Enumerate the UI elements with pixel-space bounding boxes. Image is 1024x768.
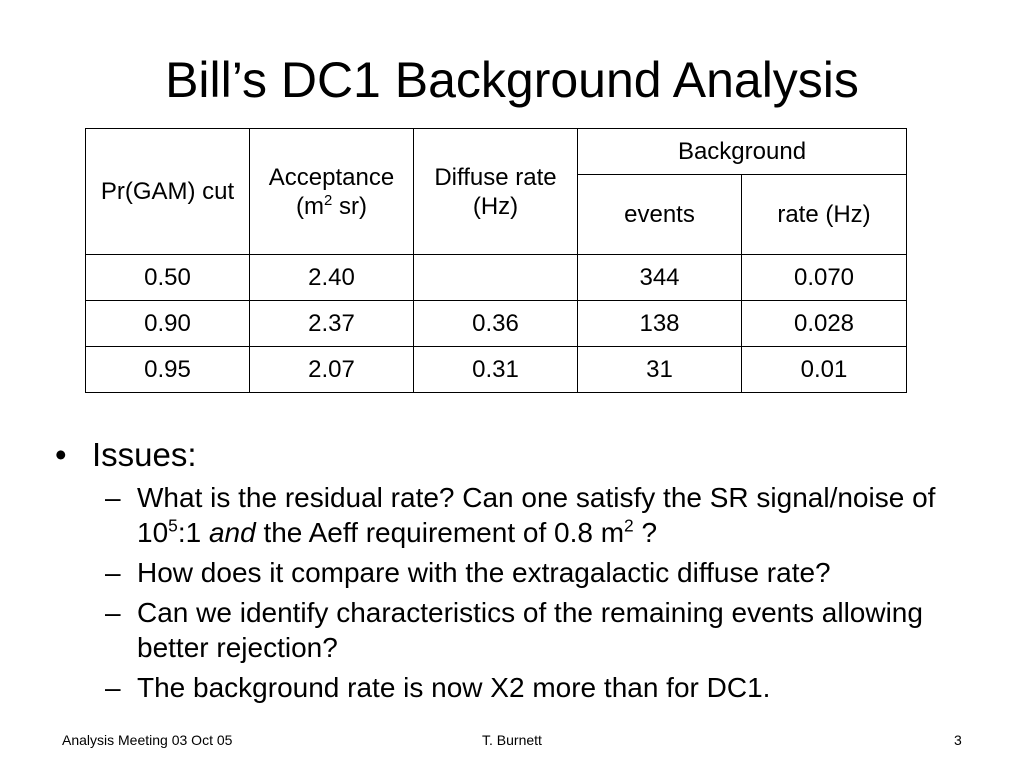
sub-bullet-line: – What is the residual rate? Can one sat… — [0, 480, 1024, 515]
header-acceptance-line2: (m2 sr) — [250, 192, 413, 221]
sub-bullet-background-rate: – The background rate is now X2 more tha… — [0, 670, 1024, 705]
table-row: 0.95 2.07 0.31 31 0.01 — [85, 346, 907, 393]
dash-marker: – — [105, 672, 121, 703]
cell-rate: 0.070 — [741, 254, 907, 301]
dash-marker: – — [105, 597, 121, 628]
cell-acceptance: 2.37 — [249, 300, 414, 347]
header-diffuse: Diffuse rate (Hz) — [413, 128, 578, 255]
footer-page-number: 3 — [954, 732, 962, 748]
header-events-label: events — [624, 201, 695, 228]
area-exponent: 2 — [624, 515, 634, 536]
cell-events: 31 — [577, 346, 742, 393]
cell-cut: 0.90 — [85, 300, 250, 347]
sub-bullet-text: The background rate is now X2 more than … — [137, 672, 771, 703]
sub-bullet-line: – Can we identify characteristics of the… — [0, 595, 1024, 630]
cell-cut: 0.95 — [85, 346, 250, 393]
header-acceptance: Acceptance (m2 sr) — [249, 128, 414, 255]
question-end: ? — [633, 517, 658, 548]
header-cut: Pr(GAM) cut — [85, 128, 250, 255]
cell-diffuse — [413, 254, 578, 301]
footer-meeting: Analysis Meeting 03 Oct 05 — [62, 732, 233, 748]
bullet-marker: • — [55, 436, 67, 473]
table-row: 0.50 2.40 344 0.070 — [85, 254, 907, 301]
header-acceptance-exponent: 2 — [324, 192, 333, 209]
header-cut-label: Pr(GAM) cut — [100, 178, 235, 205]
sub-bullet-text: How does it compare with the extragalact… — [137, 557, 831, 588]
sub-bullet-characteristics: – Can we identify characteristics of the… — [0, 595, 1024, 665]
sub-bullet-text: Can we identify characteristics of the r… — [137, 597, 923, 628]
header-rate-label: rate (Hz) — [777, 201, 871, 228]
header-rate: rate (Hz) — [741, 174, 907, 255]
table-header-row: Pr(GAM) cut Acceptance (m2 sr) Diffuse r… — [85, 128, 907, 255]
dash-marker: – — [105, 557, 121, 588]
cell-diffuse: 0.31 — [413, 346, 578, 393]
emphasis-and: and — [208, 517, 256, 548]
cell-rate: 0.028 — [741, 300, 907, 347]
header-events: events — [577, 174, 742, 255]
header-acceptance-line1: Acceptance — [268, 163, 395, 191]
cell-events: 344 — [577, 254, 742, 301]
issues-sub-list: – What is the residual rate? Can one sat… — [0, 480, 1024, 710]
background-table: Pr(GAM) cut Acceptance (m2 sr) Diffuse r… — [85, 128, 907, 393]
ratio-base: 10 — [137, 517, 169, 548]
footer-author: T. Burnett — [482, 732, 542, 748]
sub-bullet-line: – The background rate is now X2 more tha… — [0, 670, 1024, 705]
cell-acceptance: 2.07 — [249, 346, 414, 393]
cell-cut: 0.50 — [85, 254, 250, 301]
sub-bullet-line: – How does it compare with the extragala… — [0, 555, 1024, 590]
cell-rate: 0.01 — [741, 346, 907, 393]
cell-diffuse: 0.36 — [413, 300, 578, 347]
header-background-label: Background — [677, 138, 807, 165]
sub-bullet-text: 105:1 and the Aeff requirement of 0.8 m2… — [137, 515, 657, 550]
header-acceptance-close: sr) — [332, 192, 367, 220]
sub-bullet-residual-rate: – What is the residual rate? Can one sat… — [0, 480, 1024, 550]
cell-events: 138 — [577, 300, 742, 347]
header-diffuse-line1: Diffuse rate — [434, 163, 557, 191]
ratio-suffix: :1 — [177, 517, 209, 548]
table-row: 0.90 2.37 0.36 138 0.028 — [85, 300, 907, 347]
aeff-text: the Aeff requirement of 0.8 m — [255, 517, 625, 548]
ratio-exponent: 5 — [168, 515, 178, 536]
sub-bullet-line: 105:1 and the Aeff requirement of 0.8 m2… — [0, 515, 1024, 550]
sub-bullet-text: What is the residual rate? Can one satis… — [137, 482, 936, 513]
header-acceptance-open: (m — [296, 192, 325, 220]
slide-title: Bill’s DC1 Background Analysis — [165, 52, 859, 108]
bullet-issues-text: Issues: — [92, 436, 197, 473]
bullet-issues: • Issues: — [0, 434, 1024, 476]
sub-bullet-extragalactic: – How does it compare with the extragala… — [0, 555, 1024, 590]
dash-marker: – — [105, 482, 121, 513]
header-diffuse-line2: (Hz) — [472, 192, 519, 220]
header-background: Background — [577, 128, 907, 175]
sub-bullet-text: better rejection? — [137, 632, 338, 663]
table-subheader-row: events rate (Hz) — [86, 174, 907, 255]
sub-bullet-line: better rejection? — [0, 630, 1024, 665]
cell-acceptance: 2.40 — [249, 254, 414, 301]
